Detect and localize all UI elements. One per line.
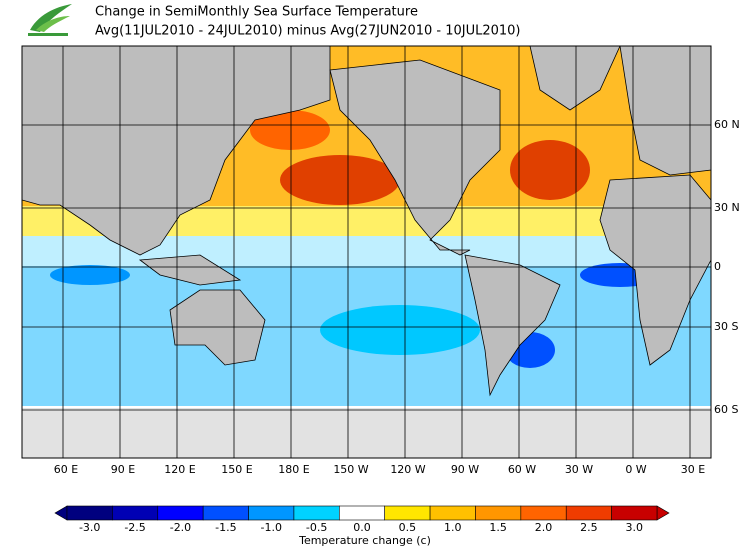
lat-label: 30 S xyxy=(714,320,738,333)
colorbar-bin xyxy=(429,505,476,521)
lat-label: 0 xyxy=(714,260,721,273)
lon-label: 120 W xyxy=(390,463,425,476)
colorbar-bin xyxy=(384,505,431,521)
colorbar-tick-label: 1.5 xyxy=(489,521,507,534)
lon-label: 0 W xyxy=(625,463,646,476)
lon-label: 30 W xyxy=(565,463,593,476)
colorbar-tick-label: 0.0 xyxy=(353,521,371,534)
colorbar-bin xyxy=(565,505,612,521)
colorbar-tick-label: 0.5 xyxy=(399,521,417,534)
colorbar-tick-label: -0.5 xyxy=(306,521,327,534)
lon-label: 180 E xyxy=(278,463,309,476)
colorbar-bin xyxy=(202,505,249,521)
colorbar-tick-label: -2.0 xyxy=(170,521,191,534)
lat-label: 60 S xyxy=(714,403,738,416)
colorbar-bin xyxy=(339,505,385,521)
lon-label: 90 E xyxy=(111,463,135,476)
lon-label: 120 E xyxy=(164,463,195,476)
colorbar-bin xyxy=(112,505,159,521)
colorbar-bin xyxy=(293,505,340,521)
subtitle: Avg(11JUL2010 - 24JUL2010) minus Avg(27J… xyxy=(95,24,521,39)
colorbar-tick-label: 3.0 xyxy=(626,521,644,534)
title: Change in SemiMonthly Sea Surface Temper… xyxy=(95,5,418,20)
lon-label: 150 W xyxy=(333,463,368,476)
colorbar-tick-label: 2.5 xyxy=(580,521,598,534)
colorbar-bin xyxy=(66,505,113,521)
colorbar-tick-label: -1.0 xyxy=(260,521,281,534)
colorbar-bin xyxy=(248,505,295,521)
colorbar-tick-label: -2.5 xyxy=(124,521,145,534)
colorbar-bin xyxy=(157,505,204,521)
lon-label: 60 E xyxy=(54,463,78,476)
lon-label: 150 E xyxy=(221,463,252,476)
lon-label: 90 W xyxy=(451,463,479,476)
colorbar-tick-label: 1.0 xyxy=(444,521,462,534)
lon-label: 60 W xyxy=(508,463,536,476)
colorbar-tick-label: -3.0 xyxy=(79,521,100,534)
graticule: 60 E 90 E 120 E 150 E 180 E 150 W 120 W 90 W 60 … xyxy=(22,46,740,476)
lat-label: 60 N xyxy=(714,118,740,131)
colorbar-bin xyxy=(611,505,658,521)
colorbar-arrow-low xyxy=(54,505,68,521)
lat-label: 30 N xyxy=(714,201,740,214)
colorbar-bin xyxy=(475,505,522,521)
logo xyxy=(28,4,72,36)
colorbar-tick-label: 2.0 xyxy=(535,521,553,534)
colorbar-label: Temperature change (c) xyxy=(298,534,431,547)
colorbar-arrow-high xyxy=(656,505,670,521)
colorbar: -3.0 -2.5 -2.0 -1.5 -1.0 -0.5 0.0 0.5 1.0 1.5 2.0 2… xyxy=(54,505,670,534)
lon-label: 30 E xyxy=(681,463,705,476)
colorbar-bin xyxy=(520,505,567,521)
colorbar-tick-label: -1.5 xyxy=(215,521,236,534)
map xyxy=(21,45,712,459)
